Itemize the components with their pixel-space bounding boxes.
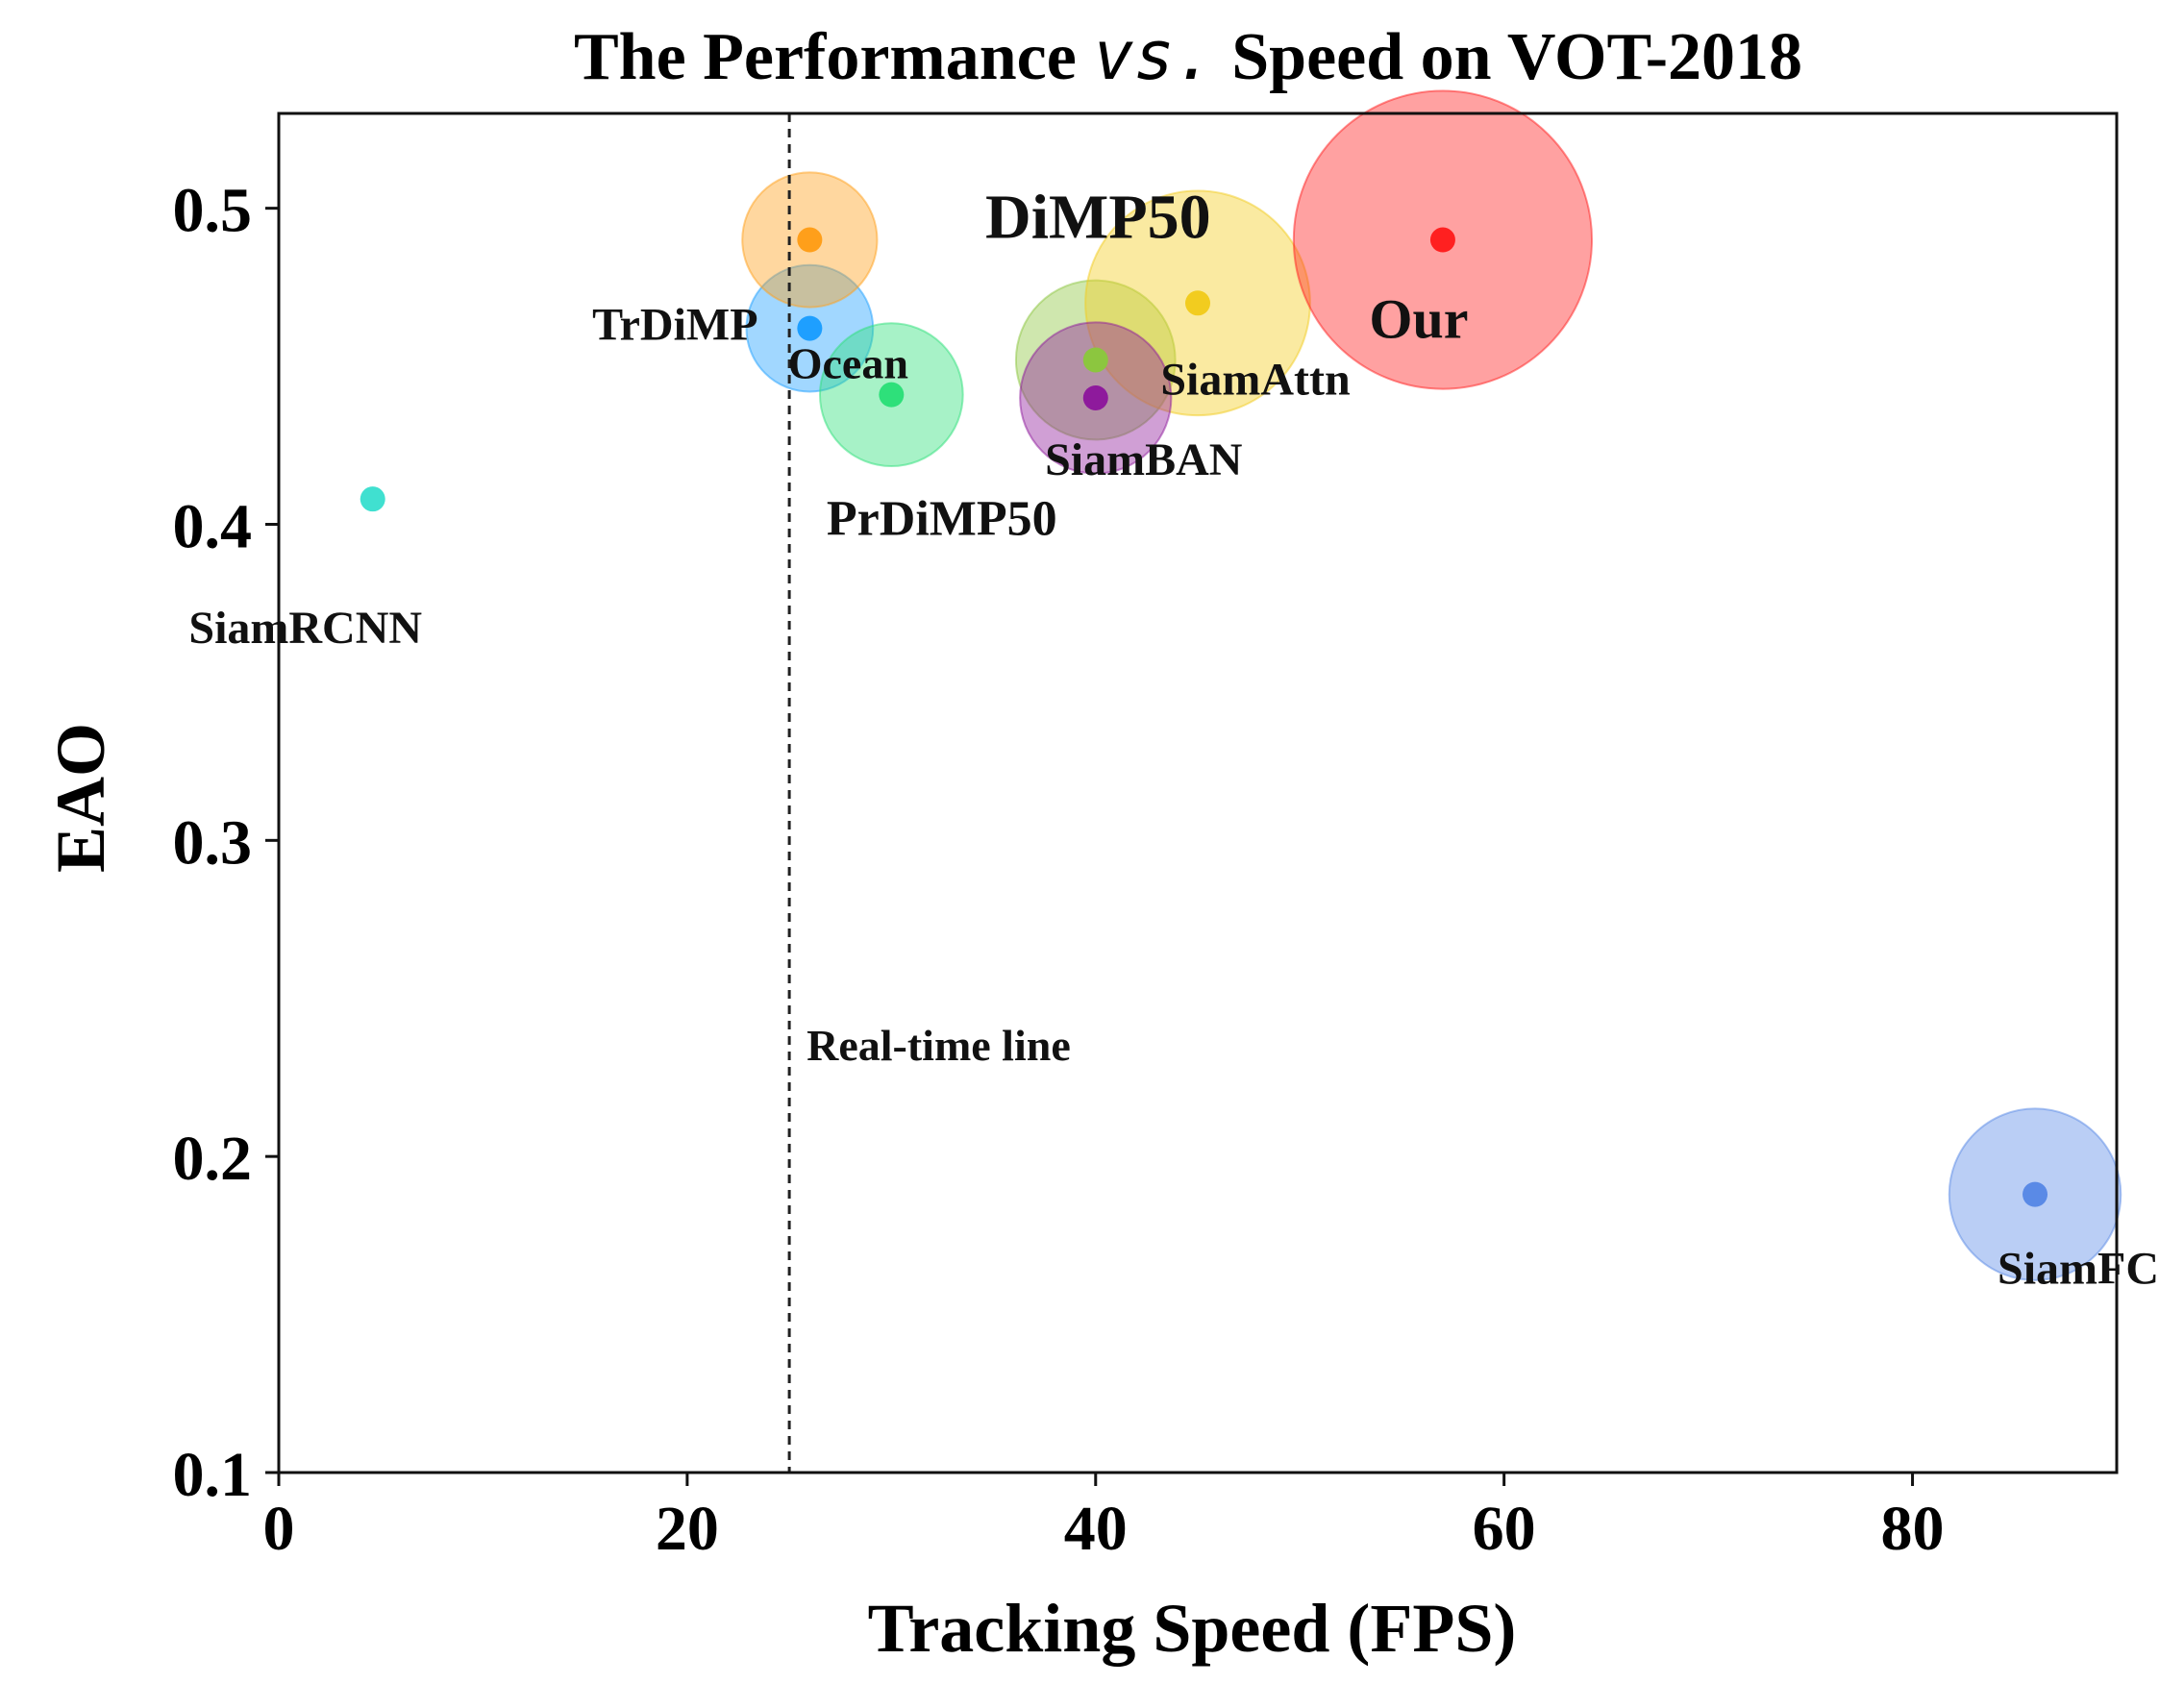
y-tick-label: 0.5 <box>173 176 253 246</box>
chart-title: The Performance vs. Speed on VOT-2018 <box>574 16 1802 95</box>
center-dot-layer <box>360 227 2048 1207</box>
label-prdimp50: PrDiMP50 <box>827 491 1057 546</box>
point-our <box>1429 227 1455 253</box>
label-dimp50: DiMP50 <box>985 183 1211 253</box>
point-siamban <box>1082 384 1108 410</box>
point-siamattn <box>1185 290 1210 316</box>
chart-title-after: Speed on VOT-2018 <box>1215 20 1802 94</box>
label-siamfc: SiamFC <box>1998 1244 2159 1295</box>
label-siamrcnn: SiamRCNN <box>188 603 422 654</box>
point-prdimp50 <box>1082 347 1108 373</box>
point-siamrcnn <box>360 486 385 512</box>
y-tick-label: 0.1 <box>173 1440 253 1510</box>
x-tick-label: 60 <box>1473 1494 1536 1564</box>
chart-title-before: The Performance <box>574 20 1093 94</box>
y-tick-label: 0.3 <box>173 807 253 878</box>
label-siamattn: SiamAttn <box>1160 354 1350 405</box>
point-siamfc <box>2023 1181 2048 1207</box>
y-tick-label: 0.2 <box>173 1124 253 1194</box>
plot-frame <box>277 111 2119 1474</box>
chart-title-vs: vs. <box>1093 16 1214 95</box>
label-siamban: SiamBAN <box>1045 434 1243 485</box>
bubble-layer <box>741 89 2122 1281</box>
x-axis-label: Tracking Speed (FPS) <box>868 1590 1517 1667</box>
point-label-layer: SiamRCNN TrDiMP DiMP50 Ocean PrDiMP50 SiamAtt… <box>188 183 2159 1295</box>
point-ocean <box>879 382 905 408</box>
label-ocean: Ocean <box>788 339 908 388</box>
x-axis: 0 20 40 60 80 <box>263 1473 1945 1564</box>
x-tick-label: 0 <box>263 1494 295 1564</box>
point-dimp50 <box>797 227 823 253</box>
y-axis-label: EAO <box>42 723 119 873</box>
point-trdimp <box>797 315 823 341</box>
y-tick-label: 0.4 <box>173 491 253 561</box>
realtime-line-label: Real-time line <box>807 1021 1071 1070</box>
label-trdimp: TrDiMP <box>592 300 757 351</box>
y-axis: 0.1 0.2 0.3 0.4 0.5 <box>173 176 279 1510</box>
label-our: Our <box>1369 288 1468 351</box>
x-tick-label: 20 <box>656 1494 719 1564</box>
x-tick-label: 80 <box>1881 1494 1945 1564</box>
plot-area: SiamRCNN TrDiMP DiMP50 Ocean PrDiMP50 SiamAtt… <box>188 89 2159 1473</box>
x-tick-label: 40 <box>1064 1494 1128 1564</box>
